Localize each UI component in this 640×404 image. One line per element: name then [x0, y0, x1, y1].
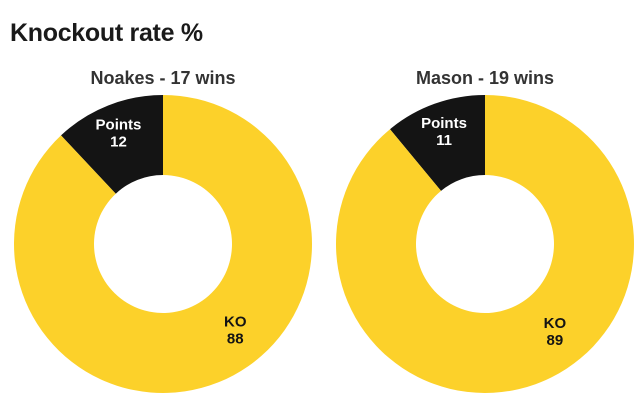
slice-value-points: 12	[110, 133, 127, 150]
slice-label-ko: KO	[544, 315, 567, 332]
slice-label-ko: KO	[224, 313, 247, 330]
chart-subtitle: Noakes - 17 wins	[90, 68, 235, 88]
slice-value-points: 11	[436, 132, 452, 149]
slice-ko	[13, 95, 312, 393]
slice-points	[61, 95, 163, 194]
chart-subtitle: Mason - 19 wins	[416, 68, 554, 88]
slice-points	[390, 95, 485, 191]
slice-value-ko: 89	[547, 332, 564, 349]
slice-label-points: Points	[421, 115, 467, 132]
chart-title: Knockout rate %	[10, 19, 203, 47]
slice-label-points: Points	[96, 116, 142, 133]
slice-ko	[336, 95, 635, 393]
slice-value-ko: 88	[227, 330, 244, 347]
